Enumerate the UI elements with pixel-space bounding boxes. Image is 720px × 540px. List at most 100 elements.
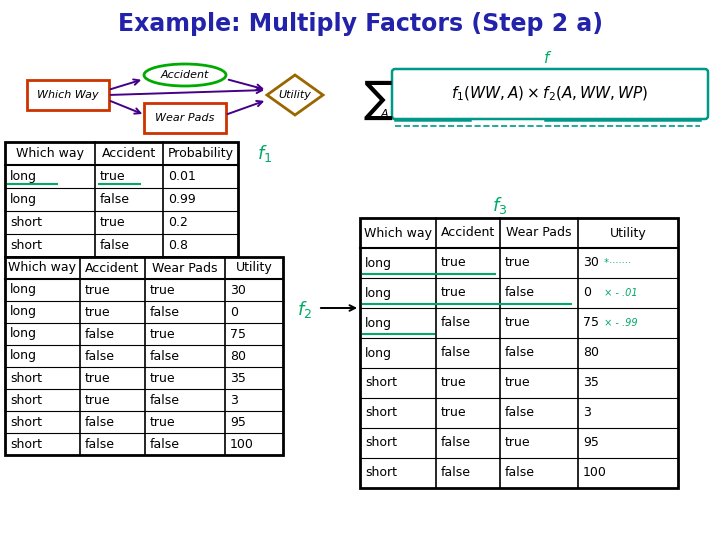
- Text: false: false: [505, 467, 535, 480]
- Text: 30: 30: [583, 256, 599, 269]
- Text: false: false: [85, 437, 115, 450]
- Text: 0: 0: [583, 287, 591, 300]
- Text: true: true: [150, 415, 176, 429]
- Text: false: false: [441, 436, 471, 449]
- Text: 0.99: 0.99: [168, 193, 196, 206]
- Text: short: short: [365, 407, 397, 420]
- Text: 0.2: 0.2: [168, 216, 188, 229]
- Text: long: long: [10, 193, 37, 206]
- Text: long: long: [10, 306, 37, 319]
- Bar: [5, 257, 283, 455]
- Text: true: true: [100, 216, 125, 229]
- Text: Accident: Accident: [441, 226, 495, 240]
- Text: × - .99: × - .99: [601, 318, 638, 328]
- Text: 3: 3: [583, 407, 591, 420]
- Text: short: short: [365, 436, 397, 449]
- Text: × - .01: × - .01: [601, 288, 638, 298]
- Bar: [5, 142, 238, 257]
- Text: Accident: Accident: [161, 70, 210, 80]
- Text: true: true: [150, 284, 176, 296]
- Text: false: false: [150, 437, 180, 450]
- Text: true: true: [85, 372, 111, 384]
- FancyBboxPatch shape: [392, 69, 708, 119]
- Text: 80: 80: [583, 347, 599, 360]
- Text: true: true: [505, 436, 531, 449]
- Text: 35: 35: [583, 376, 599, 389]
- Text: 30: 30: [230, 284, 246, 296]
- Text: short: short: [10, 216, 42, 229]
- Bar: [360, 218, 678, 488]
- Text: Accident: Accident: [86, 261, 140, 274]
- Text: *·······: *·······: [601, 258, 631, 268]
- Text: Utility: Utility: [610, 226, 647, 240]
- Text: short: short: [10, 372, 42, 384]
- Text: long: long: [10, 284, 37, 296]
- Text: 3: 3: [230, 394, 238, 407]
- Text: long: long: [365, 347, 392, 360]
- Text: $f_3$: $f_3$: [492, 194, 508, 215]
- Text: 0.01: 0.01: [168, 170, 196, 183]
- Text: Probability: Probability: [168, 147, 233, 160]
- Text: true: true: [441, 407, 467, 420]
- Text: long: long: [10, 327, 37, 341]
- Text: Wear Pads: Wear Pads: [152, 261, 217, 274]
- Text: long: long: [10, 349, 37, 362]
- Text: Utility: Utility: [235, 261, 272, 274]
- Text: true: true: [85, 394, 111, 407]
- Text: Example: Multiply Factors (Step 2 a): Example: Multiply Factors (Step 2 a): [117, 12, 603, 36]
- Ellipse shape: [144, 64, 226, 86]
- FancyBboxPatch shape: [27, 80, 109, 110]
- Bar: [5, 257, 283, 455]
- Text: 75: 75: [583, 316, 599, 329]
- Text: true: true: [505, 256, 531, 269]
- Text: 100: 100: [230, 437, 254, 450]
- Text: false: false: [100, 239, 130, 252]
- Text: true: true: [100, 170, 125, 183]
- Text: true: true: [441, 287, 467, 300]
- Text: false: false: [85, 327, 115, 341]
- Text: false: false: [505, 287, 535, 300]
- Text: long: long: [365, 287, 392, 300]
- Text: false: false: [150, 394, 180, 407]
- Text: Which way: Which way: [9, 261, 76, 274]
- Text: true: true: [85, 306, 111, 319]
- Text: short: short: [10, 415, 42, 429]
- Text: long: long: [365, 256, 392, 269]
- Text: short: short: [365, 376, 397, 389]
- Text: $\sum$: $\sum$: [363, 78, 393, 122]
- Text: true: true: [441, 376, 467, 389]
- Text: long: long: [365, 316, 392, 329]
- Text: false: false: [85, 415, 115, 429]
- Text: true: true: [441, 256, 467, 269]
- Text: false: false: [441, 467, 471, 480]
- Text: $f_2$: $f_2$: [297, 300, 312, 321]
- Text: Which way: Which way: [364, 226, 432, 240]
- Text: false: false: [150, 306, 180, 319]
- Bar: [5, 142, 238, 257]
- Text: 75: 75: [230, 327, 246, 341]
- Text: short: short: [10, 394, 42, 407]
- Text: Which way: Which way: [16, 147, 84, 160]
- Text: 0: 0: [230, 306, 238, 319]
- Text: Utility: Utility: [279, 90, 312, 100]
- Text: long: long: [10, 170, 37, 183]
- Text: $A$: $A$: [380, 107, 390, 119]
- Text: true: true: [505, 316, 531, 329]
- Text: Wear Pads: Wear Pads: [506, 226, 572, 240]
- Text: 95: 95: [583, 436, 599, 449]
- Text: short: short: [365, 467, 397, 480]
- Text: $f$: $f$: [544, 50, 553, 66]
- Text: 100: 100: [583, 467, 607, 480]
- Text: false: false: [505, 347, 535, 360]
- Text: 80: 80: [230, 349, 246, 362]
- Text: true: true: [505, 376, 531, 389]
- Text: false: false: [505, 407, 535, 420]
- Text: true: true: [150, 372, 176, 384]
- Text: short: short: [10, 437, 42, 450]
- Text: 35: 35: [230, 372, 246, 384]
- Text: Wear Pads: Wear Pads: [156, 113, 215, 123]
- Polygon shape: [267, 75, 323, 115]
- Text: short: short: [10, 239, 42, 252]
- Text: false: false: [150, 349, 180, 362]
- Text: 95: 95: [230, 415, 246, 429]
